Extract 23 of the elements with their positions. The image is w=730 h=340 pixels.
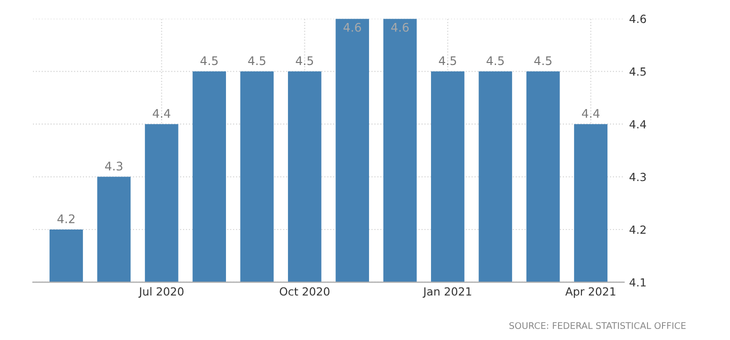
data-label: 4.6: [391, 22, 409, 32]
source-note: SOURCE: FEDERAL STATISTICAL OFFICE: [509, 322, 686, 330]
y-tick-label: 4.5: [630, 68, 646, 76]
data-label: 4.5: [248, 56, 266, 66]
data-label: 4.5: [486, 56, 504, 66]
data-label: 4.5: [438, 56, 456, 66]
data-label: 4.3: [105, 162, 122, 171]
x-tick-label: Apr 2021: [565, 287, 616, 298]
x-tick-label: Jan 2021: [422, 287, 472, 298]
data-label: 4.4: [582, 109, 600, 118]
y-tick-label: 4.4: [630, 120, 646, 128]
y-tick-label: 4.6: [630, 14, 646, 24]
y-tick-label: 4.3: [630, 172, 646, 182]
data-label: 4.4: [152, 109, 170, 118]
data-label: 4.5: [296, 56, 314, 66]
y-tick-label: 4.1: [630, 278, 646, 286]
x-tick-label: Jul 2020: [138, 287, 184, 298]
x-tick-label: Oct 2020: [280, 287, 330, 296]
data-label: 4.5: [534, 56, 552, 66]
data-label: 4.6: [344, 22, 361, 32]
y-tick-label: 4.2: [630, 225, 646, 234]
data-label: 4.5: [200, 56, 218, 66]
data-label: 4.2: [57, 214, 74, 224]
